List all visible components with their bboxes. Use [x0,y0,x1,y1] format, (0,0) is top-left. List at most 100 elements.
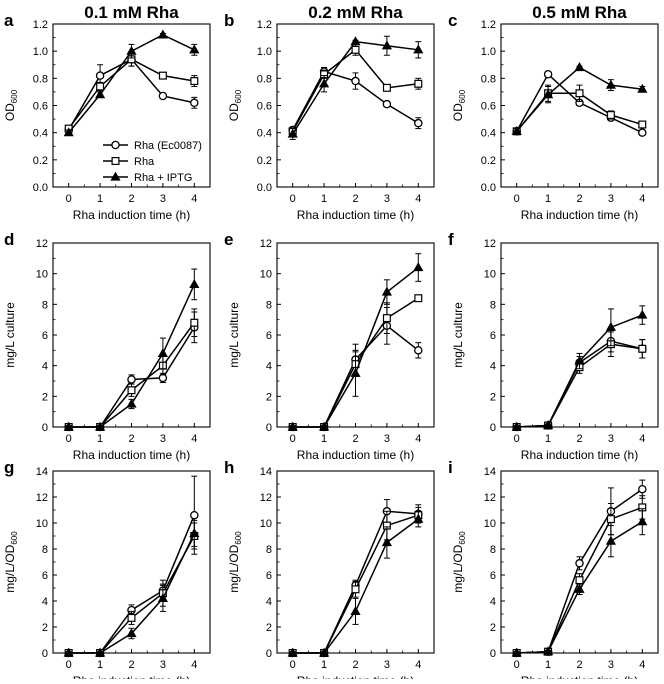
data-point [190,510,199,520]
data-point [95,71,105,80]
x-tick-label: 3 [608,193,614,205]
panel-label: b [224,11,234,30]
series-rha [64,308,199,432]
panel-b: b 0.2 mM Rha 0.0 0.2 0.4 0.6 0.8 1.0 1.2 0 1 2 3 4Rha… [224,3,435,222]
x-tick-label: 0 [66,193,72,205]
data-point [637,83,648,93]
y-tick-label: 12 [484,238,496,250]
x-tick-label: 4 [191,193,197,205]
x-tick-label: 2 [576,659,582,671]
x-tick-label: 0 [514,659,520,671]
data-point [575,576,584,585]
y-axis-label: OD600 [227,89,243,121]
panel-i: i0246810121401234Rha induction time (h)m… [448,458,659,684]
y-axis-label-subscript: 600 [10,531,19,545]
series-rha [288,506,423,657]
y-tick-label: 0 [266,648,272,660]
x-tick-label: 3 [384,433,390,445]
y-axis-label-main: OD [227,103,241,121]
y-tick-label: 0 [490,648,496,660]
y-axis-label-main: mg/L/OD [227,544,241,592]
data-point [157,29,168,39]
data-point [574,62,585,72]
y-tick-label: 14 [260,466,272,478]
data-point [575,559,584,568]
data-point [126,45,137,55]
y-tick-label: 8 [266,544,272,556]
panel-label: d [4,230,14,249]
data-point [382,83,391,92]
x-axis-label: Rha induction time (h) [73,674,190,679]
data-point [189,278,200,288]
data-point [189,44,200,54]
x-tick-label: 4 [191,659,197,671]
series-rha-iptg [63,29,200,137]
legend-label: Rha + IPTG [134,172,192,184]
x-axis-label: Rha induction time (h) [521,208,638,222]
series-ec0087 [512,70,647,137]
panel-title: 0.1 mM Rha [84,3,179,22]
x-tick-label: 1 [97,659,103,671]
series-ec0087 [288,499,423,658]
panel-label: f [448,230,454,249]
y-axis-label-main: OD [451,103,465,121]
x-axis-label: Rha induction time (h) [73,208,190,222]
x-tick-label: 3 [160,193,166,205]
x-tick-label: 3 [160,433,166,445]
x-tick-label: 1 [321,433,327,445]
series-ec0087 [512,329,647,432]
y-tick-label: 2 [490,622,496,634]
data-point [543,89,554,99]
data-point [319,647,330,657]
data-point [319,78,330,88]
series-rha [512,495,647,657]
y-tick-label: 4 [490,361,496,373]
x-tick-label: 2 [128,433,134,445]
y-tick-label: 0 [266,422,272,434]
data-point [574,355,585,365]
y-tick-label: 2 [490,391,496,403]
data-point [158,71,167,80]
y-tick-label: 14 [36,466,48,478]
x-axis-label: Rha induction time (h) [521,448,638,462]
series-rha-iptg [287,35,424,140]
x-tick-label: 2 [352,433,358,445]
series-rha-iptg [63,268,200,431]
y-tick-label: 8 [490,299,496,311]
y-tick-label: 10 [36,269,48,281]
x-tick-label: 1 [321,193,327,205]
series-line [292,48,419,132]
y-tick-label: 6 [490,330,496,342]
series-line [68,58,195,131]
data-point [606,515,615,524]
data-point [638,344,647,353]
data-point [95,421,106,431]
x-tick-label: 1 [97,193,103,205]
series-rha-iptg [287,253,424,431]
data-point [63,421,74,431]
data-point [287,128,298,138]
legend-marker [111,157,120,166]
data-point [350,367,361,377]
y-tick-label: 4 [490,596,496,608]
x-tick-label: 0 [290,659,296,671]
data-point [382,314,391,323]
y-tick-label: 1.2 [257,19,272,31]
legend-label: Rha (Ec0087) [134,140,202,152]
x-tick-label: 0 [514,433,520,445]
series-rha [512,331,647,432]
panel-label: h [224,458,234,477]
y-tick-label: 14 [484,466,496,478]
data-point [637,309,648,319]
series-rha-iptg [287,510,424,657]
series-rha-iptg [511,508,648,657]
legend: Rha (Ec0087) Rha Rha + IPTG [103,140,202,184]
data-point [189,527,200,537]
y-axis-label-main: mg/L culture [227,302,241,368]
x-tick-label: 3 [160,659,166,671]
data-point [606,111,615,120]
data-point [413,513,424,523]
y-axis-label-main: mg/L culture [451,302,465,368]
